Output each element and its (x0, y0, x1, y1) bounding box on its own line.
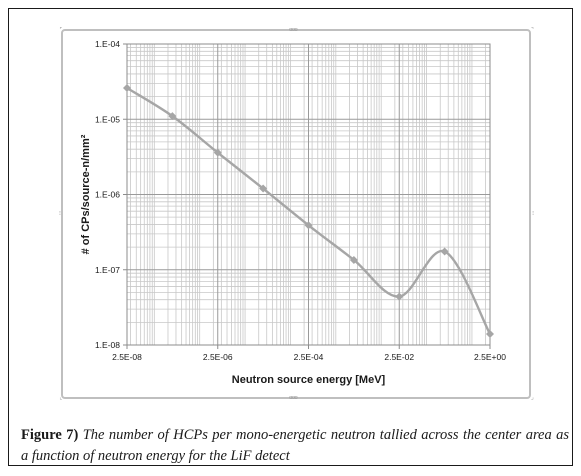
figure-container: ▫▫▫ ▫▫▫ ⁝ ⁝ ⌜ ⌝ ⌞ ⌟ 2.5E-08 2.5E-06 2.5E-0… (8, 8, 573, 466)
data-point-marker (213, 148, 222, 157)
y-tick-label: 1.E-07 (95, 265, 120, 275)
x-tick-label: 2.5E+00 (474, 352, 506, 362)
x-tick-label: 2.5E-08 (112, 352, 142, 362)
resize-handle-top-right: ⌝ (530, 26, 534, 33)
y-tick-label: 1.E-06 (95, 190, 120, 200)
x-tick-label: 2.5E-06 (203, 352, 233, 362)
y-tick-label: 1.E-05 (95, 114, 120, 124)
data-point-marker (440, 247, 449, 256)
resize-handle-top: ▫▫▫ (289, 26, 298, 33)
resize-handle-bottom: ▫▫▫ (289, 394, 298, 401)
resize-handle-bottom-left: ⌞ (59, 394, 63, 401)
x-tick-label: 2.5E-02 (384, 352, 414, 362)
y-tick-label: 1.E-04 (95, 39, 120, 49)
data-point-marker (395, 292, 404, 301)
series-markers (123, 84, 494, 339)
y-axis: 1.E-08 1.E-07 1.E-06 1.E-05 1.E-04 (95, 39, 127, 350)
series-line (126, 87, 492, 335)
y-axis-label: # of CPs/source-n/mm² (80, 134, 92, 254)
data-point-marker (304, 221, 313, 230)
data-point-marker (349, 255, 358, 264)
figure-caption: Figure 7) The number of HCPs per mono-en… (21, 425, 569, 467)
x-axis-label: Neutron source energy [MeV] (232, 374, 386, 386)
y-tick-label: 1.E-08 (95, 340, 120, 350)
data-point-marker (259, 184, 268, 193)
figure-label: Figure 7) (21, 427, 79, 443)
data-point-marker (168, 112, 177, 121)
line-chart: 2.5E-08 2.5E-06 2.5E-04 2.5E-02 2.5E+00 1.E-… (80, 39, 506, 386)
resize-handle-top-left: ⌜ (59, 26, 63, 33)
figure-caption-text: The number of HCPs per mono-energetic ne… (21, 427, 570, 464)
data-point-marker (486, 330, 494, 339)
grid (126, 43, 491, 346)
x-tick-label: 2.5E-04 (294, 352, 324, 362)
resize-handle-bottom-right: ⌟ (530, 394, 534, 401)
x-axis: 2.5E-08 2.5E-06 2.5E-04 2.5E-02 2.5E+00 (112, 345, 506, 362)
data-point-marker (123, 84, 131, 93)
